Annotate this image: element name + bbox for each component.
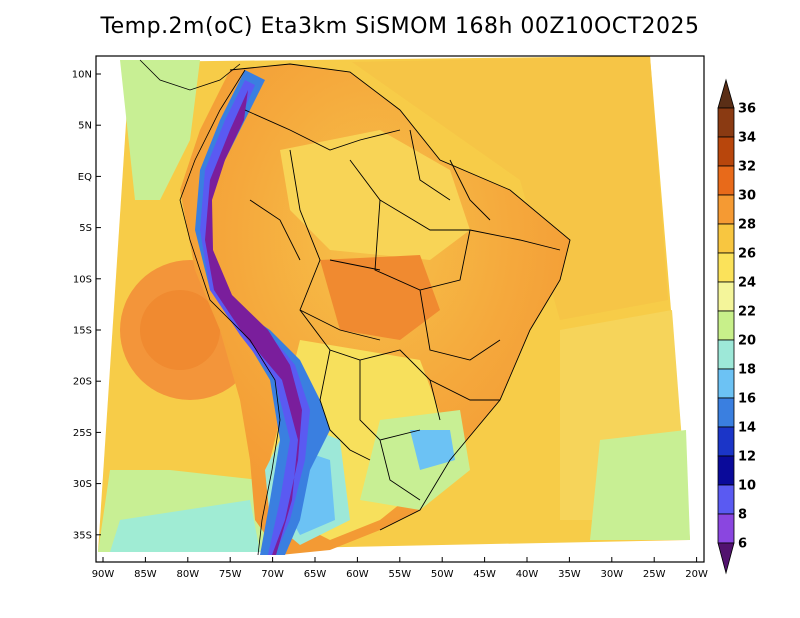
colorbar-segment	[717, 136, 735, 167]
lat-tick-label: EQ	[78, 172, 92, 183]
lon-tick-label: 35W	[558, 569, 581, 580]
lon-tick-label: 55W	[388, 569, 411, 580]
colorbar-label: 22	[738, 305, 756, 320]
ocean-west-coastal	[120, 60, 200, 200]
lat-tick-label: 5S	[79, 223, 92, 234]
colorbar-segment	[717, 252, 735, 283]
colorbar-bottom-arrow	[717, 542, 735, 575]
colorbar-segment	[717, 426, 735, 457]
colorbar-label: 20	[738, 334, 756, 349]
lat-tick-label: 10N	[72, 70, 92, 81]
colorbar-segment	[717, 194, 735, 225]
colorbar-segment	[717, 281, 735, 312]
colorbar-label: 24	[738, 276, 756, 291]
lon-tick-label: 65W	[304, 569, 327, 580]
latitude-axis: 10N 5N EQ 5S 10S 15S 20S 25S 30S 35S	[72, 70, 101, 541]
coastline-west	[179, 69, 281, 556]
ocean-east	[352, 56, 668, 320]
lat-tick-label: 10S	[73, 274, 92, 285]
map-title: Temp.2m(oC) Eta3km SiSMOM 168h 00Z10OCT2…	[100, 14, 700, 39]
colorbar-segment	[717, 165, 735, 196]
lat-tick-label: 20S	[73, 377, 92, 388]
colorbar-segment	[717, 484, 735, 515]
colorbar-label: 14	[738, 421, 756, 436]
colorbar-label: 16	[738, 392, 756, 407]
colorbar-label: 12	[738, 450, 756, 465]
colorbar-label: 8	[738, 508, 747, 523]
colorbar-label: 32	[738, 160, 756, 175]
colorbar-segment	[717, 339, 735, 370]
colorbar-segment	[717, 223, 735, 254]
colorbar-label: 6	[738, 537, 747, 552]
lon-tick-label: 85W	[134, 569, 157, 580]
lat-tick-label: 5N	[78, 121, 92, 132]
ocean-southeast-green	[590, 430, 690, 540]
colorbar-label: 28	[738, 218, 756, 233]
lon-tick-label: 25W	[643, 569, 666, 580]
colorbar-label: 36	[738, 102, 756, 117]
colorbar-segment	[717, 397, 735, 428]
lon-tick-label: 50W	[431, 569, 454, 580]
colorbar-label: 18	[738, 363, 756, 378]
colorbar-label: 10	[738, 479, 756, 494]
lon-tick-label: 60W	[346, 569, 369, 580]
colorbar-segment	[717, 455, 735, 486]
lat-tick-label: 25S	[73, 428, 92, 439]
political-borders	[229, 63, 571, 531]
lat-tick-label: 30S	[73, 479, 92, 490]
colorbar-segment	[717, 310, 735, 341]
colorbar-segment	[717, 368, 735, 399]
colorbar-label: 34	[738, 131, 756, 146]
colorbar-top-arrow	[717, 78, 735, 109]
lon-tick-label: 75W	[219, 569, 242, 580]
lat-tick-label: 15S	[73, 326, 92, 337]
lon-tick-label: 40W	[516, 569, 539, 580]
lon-tick-label: 90W	[92, 569, 115, 580]
lon-tick-label: 70W	[261, 569, 284, 580]
lat-tick-label: 35S	[73, 530, 92, 541]
colorbar-segment	[717, 513, 735, 544]
lon-tick-label: 80W	[176, 569, 199, 580]
lon-tick-label: 45W	[473, 569, 496, 580]
colorbar-label: 30	[738, 189, 756, 204]
colorbar: 36 34 32 30 28 26 24 22 20 18 16 14 12 10 8 6	[717, 78, 756, 575]
lon-tick-label: 20W	[685, 569, 708, 580]
longitude-axis: 90W 85W 80W 75W 70W 65W 60W 55W 50W 45W 40W 35W 30W 2…	[92, 557, 708, 580]
colorbar-segment	[717, 107, 735, 138]
lon-tick-label: 30W	[600, 569, 623, 580]
colorbar-label: 26	[738, 247, 756, 262]
